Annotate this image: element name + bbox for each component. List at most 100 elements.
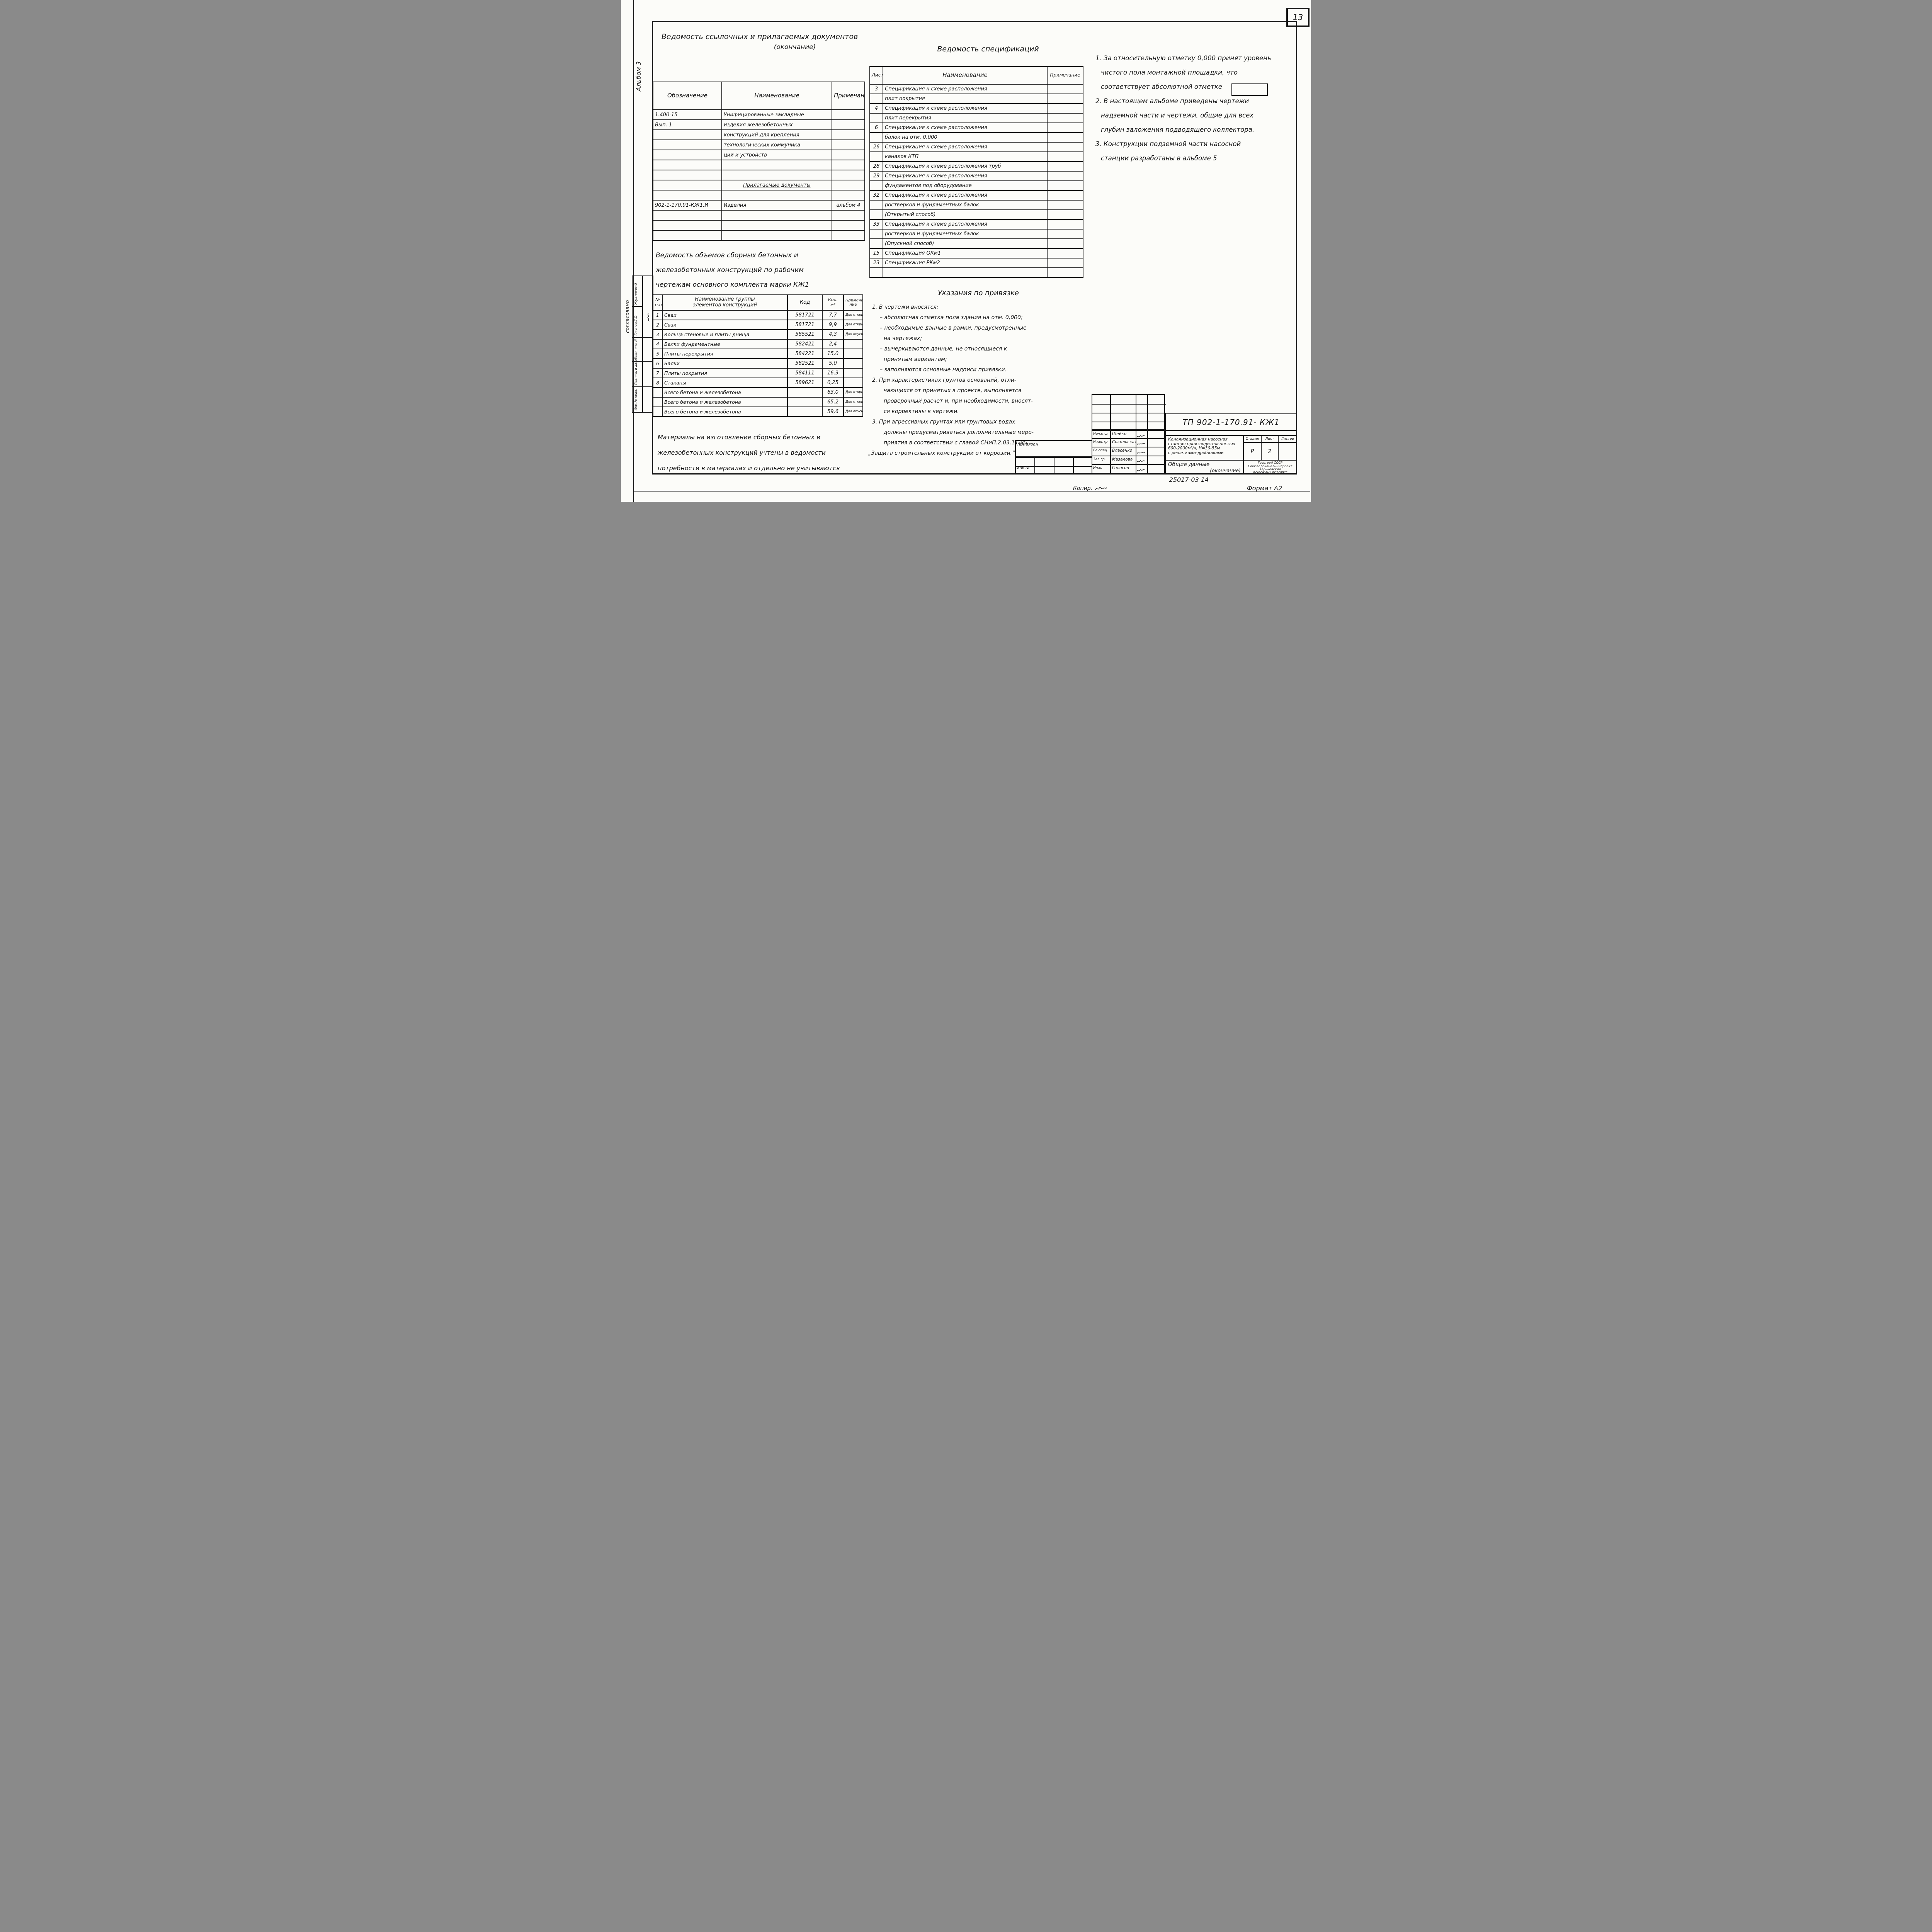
table-cell: 9,9 — [822, 320, 844, 330]
person-date — [1148, 439, 1164, 447]
table-cell — [869, 267, 883, 278]
text-line: принятым вариантам; — [884, 356, 947, 362]
titleblock-person-row: Зав.гр. Мазалова — [1092, 456, 1165, 465]
volumes-table-title: Ведомость объемов сборных бетонных и желе… — [656, 248, 872, 292]
table-cell — [721, 230, 832, 241]
spec-table-title: Ведомость спецификаций — [937, 45, 1039, 53]
table-cell: 589621 — [787, 378, 823, 388]
text-line: 600-2000м³/ч, Н=30-55м — [1168, 446, 1220, 451]
text-line: 2. При характеристиках грунтов оснований… — [872, 377, 1017, 383]
table-cell: (Опускной способ) — [883, 238, 1048, 249]
text-line: чертежам основного комплекта марки КЖ1 — [656, 281, 810, 289]
table-cell — [1047, 190, 1083, 201]
table-cell — [721, 160, 832, 170]
text-line: – заполняются основные надписи привязки. — [880, 367, 1007, 373]
table-cell: Плиты покрытия — [662, 368, 788, 378]
table-cell — [843, 349, 863, 359]
table-cell — [832, 119, 865, 130]
table-row: 3 Кольца стеновые и плиты днища 585521 4,3 Д… — [653, 329, 863, 340]
person-role: Зав.гр. — [1092, 456, 1111, 464]
table-cell: Для открытого способа, Нк=4,0 — [843, 387, 863, 398]
spec-col-note: Примечание — [1047, 66, 1083, 85]
person-role: Гл.спец. — [1092, 447, 1111, 456]
table-row: плит покрытия — [869, 94, 1083, 104]
person-signature — [1136, 439, 1148, 447]
table-cell: 1 — [653, 310, 663, 320]
text-line: станции разработаны в альбоме 5 — [1101, 155, 1217, 162]
table-cell — [869, 151, 883, 162]
inventory-number-label: Инв № — [1017, 466, 1030, 470]
table-row: 5 Плиты перекрытия 584221 15,0 — [653, 349, 863, 359]
table-cell — [869, 94, 883, 104]
table-cell — [883, 267, 1048, 278]
person-name: Мазалова — [1111, 456, 1136, 464]
table-row: конструкций для крепления — [653, 129, 865, 140]
table-cell — [869, 180, 883, 191]
margin-stamp-inv: Инв. № подл. — [632, 386, 653, 413]
table-cell — [1047, 132, 1083, 143]
table-cell: 26 — [869, 142, 883, 152]
table-cell — [721, 190, 832, 201]
table-row — [653, 220, 865, 231]
table-cell: Спецификация РКм2 — [883, 258, 1048, 268]
text-line: 1. За относительную отметку 0,000 принят… — [1095, 54, 1271, 62]
table-cell — [843, 378, 863, 388]
person-signature — [1136, 465, 1148, 473]
table-cell: плит покрытия — [883, 94, 1048, 104]
table-row — [653, 210, 865, 221]
table-cell — [1047, 151, 1083, 162]
subject-line2: (окончание) — [1210, 468, 1241, 473]
person-name: Голосов — [1111, 465, 1136, 473]
table-cell: 6 — [653, 358, 663, 369]
table-cell: 582521 — [787, 358, 823, 369]
table-cell — [843, 358, 863, 369]
general-notes: 1. За относительную отметку 0,000 принят… — [1095, 51, 1297, 165]
binding-notes-title: Указания по привязке — [938, 289, 1019, 297]
table-cell — [653, 397, 663, 407]
table-row: 33 Спецификация к схеме расположения — [869, 219, 1083, 230]
titleblock-doc-number: ТП 902-1-170.91- КЖ1 — [1165, 413, 1297, 431]
table-cell: Спецификация к схеме расположения — [883, 171, 1048, 181]
text-line: чающихся от принятых в проекте, выполняе… — [884, 388, 1022, 394]
person-role: Нач.отд — [1092, 431, 1111, 438]
text-line: ВОДОКАНАЛПРОЕКТ — [1253, 470, 1287, 474]
table-row — [869, 267, 1083, 278]
table-cell: Сваи — [662, 310, 788, 320]
signature-icon — [1137, 460, 1145, 463]
person-date — [1148, 465, 1164, 473]
text-line: с решетками-дробилками — [1168, 450, 1224, 455]
titleblock-upper-grid — [1092, 394, 1166, 431]
table-cell: 1.400-15 — [653, 109, 722, 120]
table-cell — [869, 113, 883, 123]
table-cell: 581721 — [787, 320, 823, 330]
ref-col-note: Примечание — [832, 82, 865, 110]
vol-col-note: Примеча- ние — [843, 294, 863, 311]
table-cell: Спецификация к схеме расположения — [883, 122, 1048, 133]
table-cell — [869, 132, 883, 143]
table-cell — [653, 220, 722, 231]
table-cell: фундаментов под оборудование — [883, 180, 1048, 191]
table-cell — [653, 387, 663, 398]
table-cell — [653, 210, 722, 221]
table-cell: Всего бетона и железобетона — [662, 387, 788, 398]
person-date — [1148, 456, 1164, 464]
table-cell — [787, 397, 823, 407]
table-cell: 582421 — [787, 339, 823, 349]
table-cell — [1047, 171, 1083, 181]
table-cell: технологических коммуника- — [721, 139, 832, 150]
table-cell: 59,6 — [822, 406, 844, 417]
table-cell — [832, 109, 865, 120]
divider — [1092, 404, 1166, 405]
person-date — [1148, 431, 1164, 438]
table-row: Вып. 1 изделия железобетонных — [653, 119, 865, 130]
table-row: 4 Балки фундаментные 582421 2,4 — [653, 339, 863, 349]
agreed-label: согласовано — [625, 300, 631, 333]
text-line: – абсолютная отметка пола здания на отм.… — [880, 315, 1023, 321]
text-line: Союзводоканалниипроект — [1248, 464, 1293, 468]
divider — [642, 362, 643, 386]
table-cell — [832, 220, 865, 231]
table-row: 6 Спецификация к схеме расположения — [869, 122, 1083, 133]
